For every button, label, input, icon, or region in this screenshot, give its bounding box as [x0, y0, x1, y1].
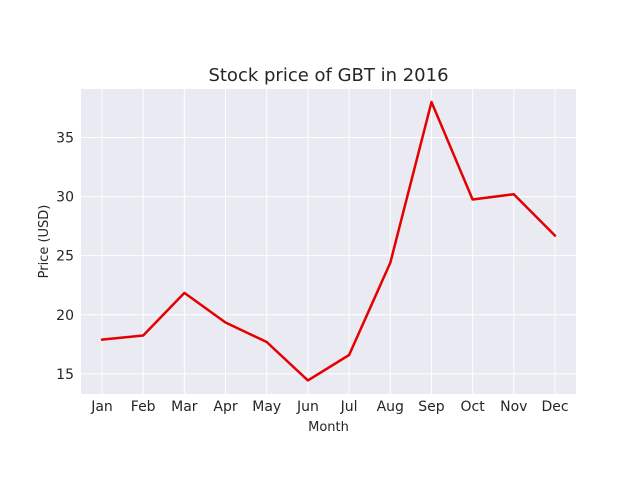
y-tick-label: 35	[56, 130, 74, 146]
x-tick-label: Mar	[171, 399, 198, 415]
x-tick-label: Nov	[500, 399, 527, 415]
x-tick-label: Oct	[461, 399, 486, 415]
x-tick-label: Aug	[377, 399, 404, 415]
y-tick-label: 25	[56, 249, 74, 265]
y-tick-label: 15	[56, 367, 74, 383]
x-tick-label: Dec	[541, 399, 568, 415]
series-layer	[100, 100, 557, 382]
x-tick-label: May	[252, 399, 281, 415]
grid-lines	[81, 89, 576, 394]
x-tick-label: Apr	[213, 399, 237, 415]
y-tick-label: 30	[56, 190, 74, 206]
y-axis-ticks: 15 20 25 30 35	[56, 130, 74, 382]
chart-title: Stock price of GBT in 2016	[208, 65, 448, 86]
x-tick-label: Jul	[340, 399, 358, 415]
x-axis-ticks: Jan Feb Mar Apr May Jun Jul Aug Sep Oct Nov Dec	[90, 399, 568, 415]
x-tick-label: Sep	[418, 399, 445, 415]
x-tick-label: Jan	[90, 399, 113, 415]
plot-area	[81, 89, 576, 394]
x-axis-label: Month	[308, 420, 349, 435]
x-tick-label: Feb	[131, 399, 156, 415]
y-tick-label: 20	[56, 308, 74, 324]
series-line	[100, 100, 557, 382]
y-axis-label: Price (USD)	[37, 205, 52, 279]
x-tick-label: Jun	[296, 399, 319, 415]
